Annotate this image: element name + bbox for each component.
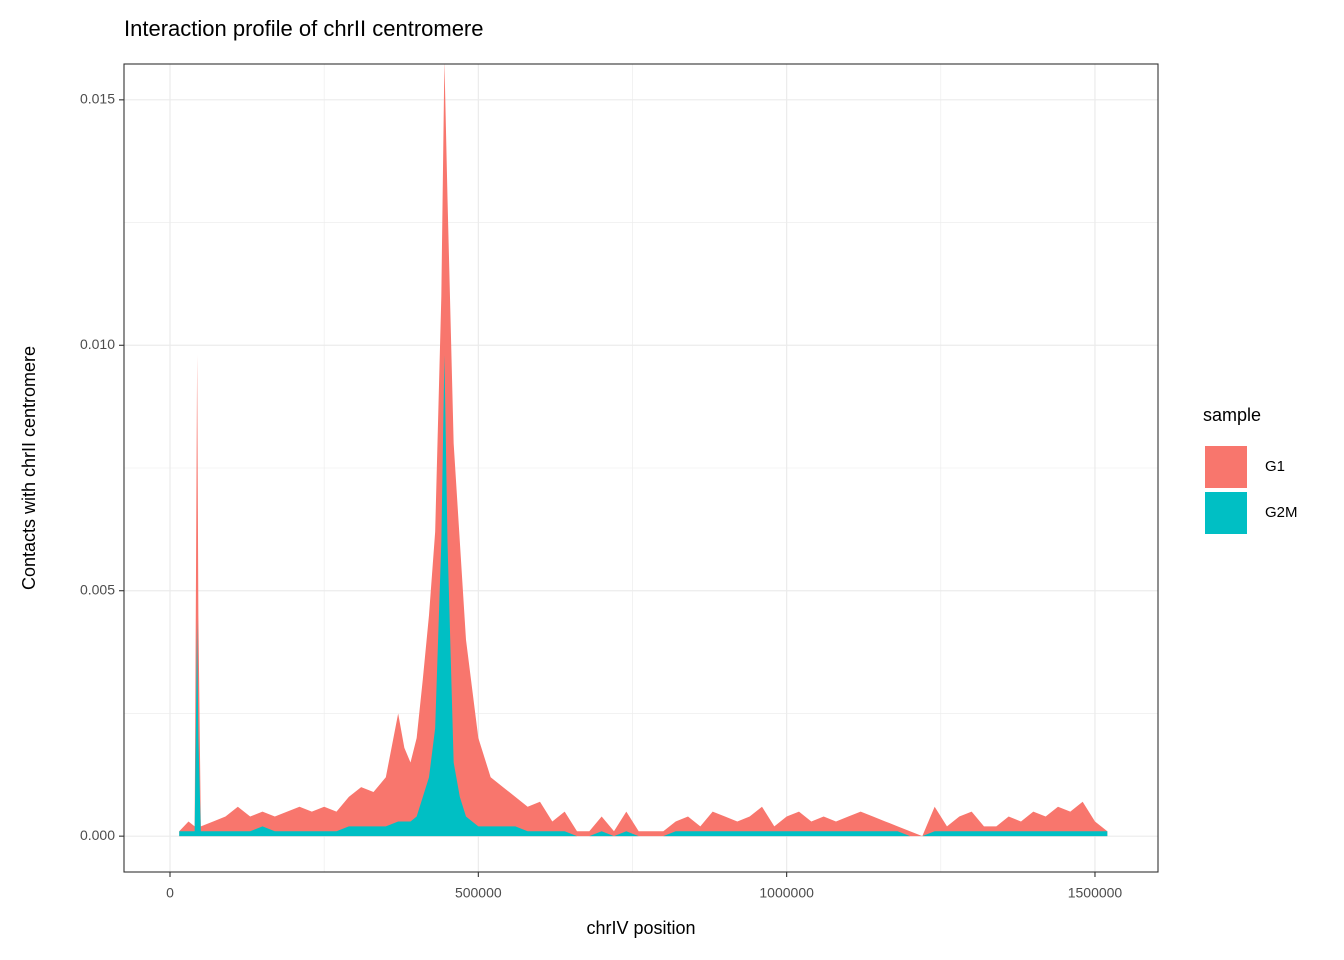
plot-area	[179, 64, 1108, 837]
legend-key	[1205, 492, 1247, 534]
grid	[124, 64, 1158, 872]
y-axis-label: Contacts with chrII centromere	[19, 346, 39, 590]
area	[179, 64, 1108, 837]
chart-title: Interaction profile of chrII centromere	[124, 16, 484, 41]
x-tick-label: 500000	[455, 885, 502, 901]
y-tick-label: 0.000	[80, 827, 115, 843]
area	[179, 355, 1108, 837]
x-tick-label: 0	[166, 885, 174, 901]
legend-title: sample	[1203, 405, 1261, 425]
legend-label: G2M	[1265, 504, 1298, 521]
y-tick-label: 0.015	[80, 91, 115, 107]
x-tick-label: 1000000	[759, 885, 814, 901]
panel-border	[123, 63, 1159, 873]
x-axis-label: chrIV position	[586, 918, 695, 938]
x-tick-label: 1500000	[1068, 885, 1123, 901]
y-tick-label: 0.010	[80, 336, 115, 352]
y-tick-label: 0.005	[80, 581, 115, 597]
legend-label: G1	[1265, 458, 1285, 475]
legend-key	[1205, 446, 1247, 488]
